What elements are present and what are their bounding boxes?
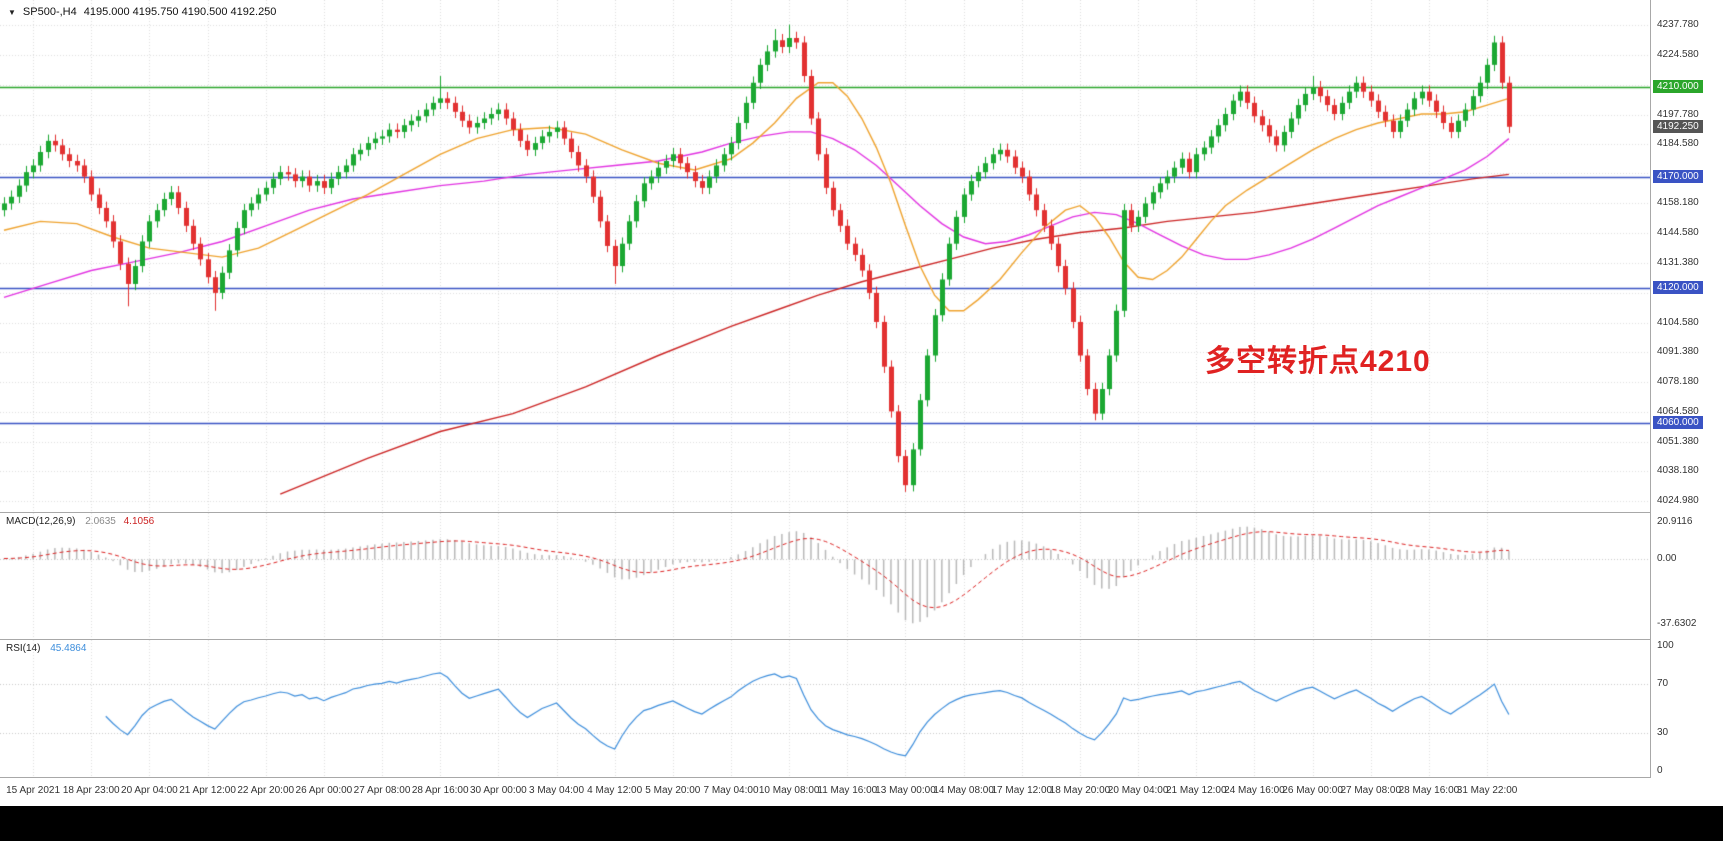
time-axis-label: 27 Apr 08:00 — [353, 785, 411, 796]
chart-dropdown-icon[interactable]: ▼ — [8, 7, 16, 17]
time-axis-label: 10 May 08:00 — [758, 785, 820, 796]
macd-label: MACD(12,26,9) — [6, 516, 76, 527]
level-price-badge: 4170.000 — [1653, 169, 1703, 183]
bottom-black-bar — [0, 806, 1723, 841]
macd-panel-label: MACD(12,26,9) 2.0635 4.1056 — [6, 516, 154, 527]
time-axis-label: 26 May 00:00 — [1282, 785, 1343, 796]
rsi-panel-label: RSI(14) 45.4864 — [6, 643, 86, 654]
price-tick-label: 4104.580 — [1657, 316, 1699, 328]
price-tick-label: 4158.180 — [1657, 197, 1699, 209]
time-axis-label: 20 May 04:00 — [1107, 785, 1169, 796]
rsi-scale-label: 70 — [1657, 677, 1669, 689]
level-price-badge: 4210.000 — [1653, 80, 1703, 94]
macd-scale-label: -37.6302 — [1657, 618, 1697, 630]
macd-scale-label: 0.00 — [1657, 552, 1677, 564]
time-axis-label: 22 Apr 20:00 — [237, 785, 295, 796]
rsi-scale-label: 100 — [1657, 640, 1674, 652]
time-axis-label: 5 May 20:00 — [645, 785, 701, 796]
time-axis-label: 21 May 12:00 — [1165, 785, 1227, 796]
price-tick-label: 4184.580 — [1657, 138, 1699, 150]
price-chart-canvas[interactable] — [0, 0, 1650, 512]
chart-annotation-text: 多空转折点4210 — [1205, 345, 1431, 378]
time-axis-label: 14 May 08:00 — [933, 785, 994, 796]
price-tick-label: 4038.180 — [1657, 465, 1699, 477]
price-tick-label: 4197.780 — [1657, 108, 1699, 120]
macd-indicator-canvas[interactable] — [0, 513, 1650, 639]
rsi-label: RSI(14) — [6, 643, 41, 654]
price-scale[interactable]: 4237.780 4224.580 4197.780 4184.580 4158.180… — [1650, 0, 1723, 778]
time-axis-label: 24 May 16:00 — [1224, 785, 1285, 796]
panel-separator-macd-rsi[interactable] — [0, 639, 1723, 640]
time-axis-label: 21 Apr 12:00 — [179, 785, 236, 796]
time-axis-label: 30 Apr 00:00 — [470, 785, 527, 796]
time-axis-label: 11 May 16:00 — [817, 785, 878, 796]
level-price-badge: 4120.000 — [1653, 281, 1703, 295]
symbol-period-label: SP500-,H4 — [22, 6, 77, 18]
time-axis-label: 4 May 12:00 — [587, 785, 643, 796]
rsi-scale-label: 0 — [1657, 764, 1663, 776]
price-tick-label: 4144.580 — [1657, 227, 1699, 239]
price-tick-label: 4131.380 — [1657, 256, 1699, 268]
macd-value-signal: 4.1056 — [123, 516, 155, 527]
macd-value-main: 2.0635 — [85, 516, 116, 527]
time-axis-label: 28 Apr 16:00 — [411, 785, 469, 796]
time-axis-label: 18 May 20:00 — [1049, 785, 1111, 796]
time-axis-label: 28 May 16:00 — [1398, 785, 1460, 796]
time-axis-label: 20 Apr 04:00 — [121, 785, 178, 796]
chart-header: ▼ SP500-,H4 4195.000 4195.750 4190.500 4… — [8, 6, 276, 18]
price-tick-label: 4091.380 — [1657, 346, 1699, 358]
price-tick-label: 4024.980 — [1657, 494, 1699, 506]
ohlc-values: 4195.000 4195.750 4190.500 4192.250 — [83, 6, 277, 18]
time-axis-label: 27 May 08:00 — [1340, 785, 1402, 796]
level-price-badge: 4060.000 — [1653, 415, 1703, 429]
time-axis-label: 31 May 22:00 — [1456, 785, 1518, 796]
rsi-indicator-canvas[interactable] — [0, 640, 1650, 777]
price-tick-label: 4078.180 — [1657, 375, 1699, 387]
time-axis-label: 3 May 04:00 — [528, 785, 585, 796]
time-axis-label: 15 Apr 2021 — [6, 785, 61, 796]
current-price-badge: 4192.250 — [1653, 119, 1703, 133]
panel-separator-main-macd[interactable] — [0, 512, 1723, 513]
time-axis-label: 13 May 00:00 — [875, 785, 936, 796]
time-axis[interactable]: 15 Apr 2021 18 Apr 23:00 20 Apr 04:00 21 Ap… — [0, 778, 1650, 806]
rsi-scale-label: 30 — [1657, 727, 1669, 739]
price-tick-label: 4237.780 — [1657, 19, 1699, 31]
price-tick-label: 4064.580 — [1657, 406, 1699, 418]
time-axis-label: 17 May 12:00 — [991, 785, 1053, 796]
time-axis-label: 26 Apr 00:00 — [295, 785, 353, 796]
price-tick-label: 4224.580 — [1657, 48, 1699, 60]
rsi-value: 45.4864 — [50, 643, 87, 654]
macd-scale-label: 20.9116 — [1657, 515, 1693, 527]
panel-separator-rsi-timeaxis[interactable] — [0, 777, 1723, 778]
time-axis-label: 7 May 04:00 — [703, 785, 759, 796]
time-axis-label: 18 Apr 23:00 — [62, 785, 120, 796]
price-tick-label: 4051.380 — [1657, 435, 1699, 447]
